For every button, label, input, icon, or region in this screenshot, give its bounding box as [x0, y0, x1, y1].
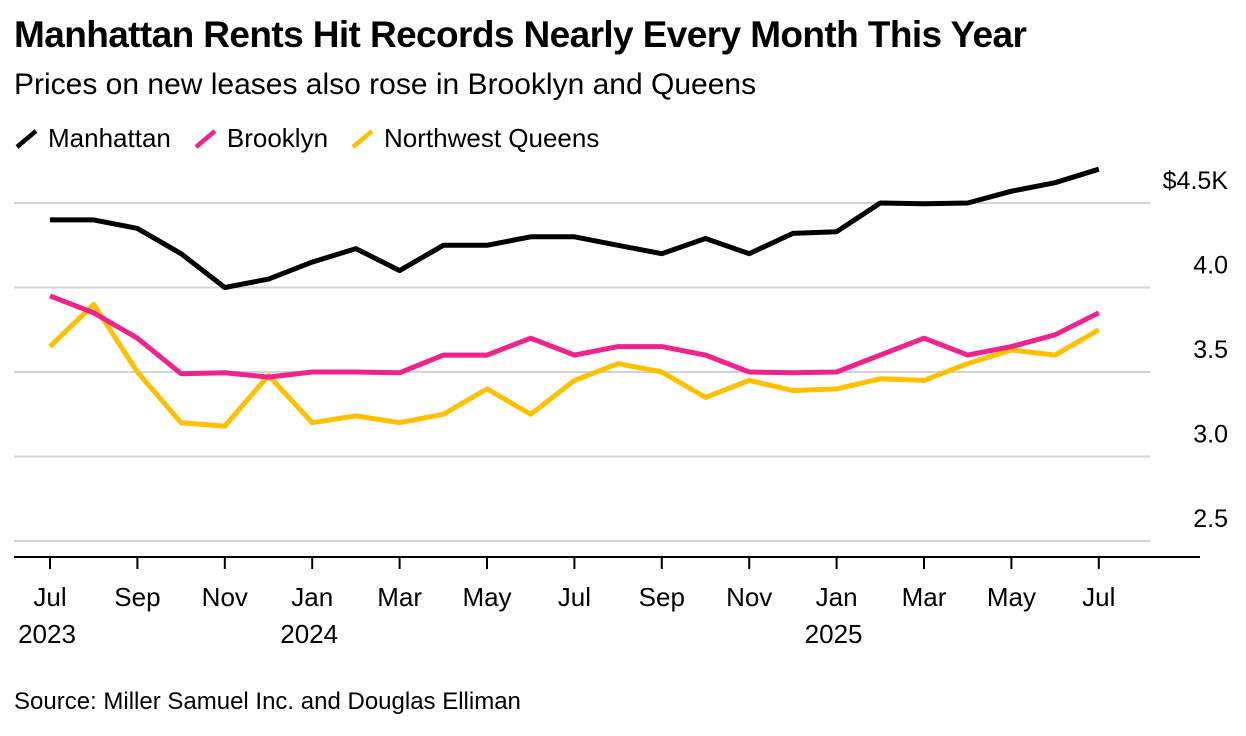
x-tick-label: May	[987, 582, 1036, 612]
x-tick-label: Jul	[33, 582, 66, 612]
series-line-brooklyn	[49, 293, 1100, 380]
x-tick-label: Jul	[1082, 582, 1115, 612]
x-tick-label: Mar	[377, 582, 422, 612]
legend-item-manhattan: Manhattan	[14, 123, 171, 154]
legend-label-northwest-queens: Northwest Queens	[384, 122, 600, 153]
x-tick-label: Jan	[291, 582, 333, 612]
legend: Manhattan Brooklyn Northwest Queens	[14, 120, 621, 156]
x-tick-label: Jul	[558, 582, 591, 612]
x-tick-label: Sep	[114, 582, 160, 612]
legend-swatch-brooklyn	[194, 129, 217, 149]
x-tick-label: May	[462, 582, 511, 612]
x-tick-label: Sep	[639, 582, 685, 612]
x-tick-label: Nov	[202, 582, 248, 612]
chart-subtitle: Prices on new leases also rose in Brookl…	[14, 68, 757, 101]
x-tick-year-label: 2024	[280, 619, 338, 649]
x-tick-label: Jan	[816, 582, 858, 612]
legend-label-manhattan: Manhattan	[48, 122, 171, 153]
x-tick-year-label: 2023	[18, 619, 76, 649]
source-note: Source: Miller Samuel Inc. and Douglas E…	[14, 688, 521, 715]
y-tick-label: $4.5K	[1163, 167, 1229, 195]
legend-swatch-manhattan	[15, 129, 38, 149]
x-tick-label: Mar	[902, 582, 947, 612]
series-line-northwest-queens	[48, 301, 1101, 429]
chart-title: Manhattan Rents Hit Records Nearly Every…	[14, 14, 1027, 55]
legend-swatch-northwest-queens	[351, 129, 374, 149]
legend-label-brooklyn: Brooklyn	[226, 122, 329, 153]
legend-item-brooklyn: Brooklyn	[193, 123, 328, 154]
y-tick-label: 3.0	[1193, 421, 1228, 449]
x-tick-year-label: 2025	[805, 619, 863, 649]
x-tick-label: Nov	[726, 582, 772, 612]
series-line-manhattan	[50, 166, 1100, 290]
y-tick-label: 2.5	[1193, 505, 1228, 533]
y-tick-label: 4.0	[1193, 252, 1228, 280]
y-tick-label: 3.5	[1193, 336, 1228, 364]
legend-item-northwest-queens: Northwest Queens	[350, 123, 599, 154]
